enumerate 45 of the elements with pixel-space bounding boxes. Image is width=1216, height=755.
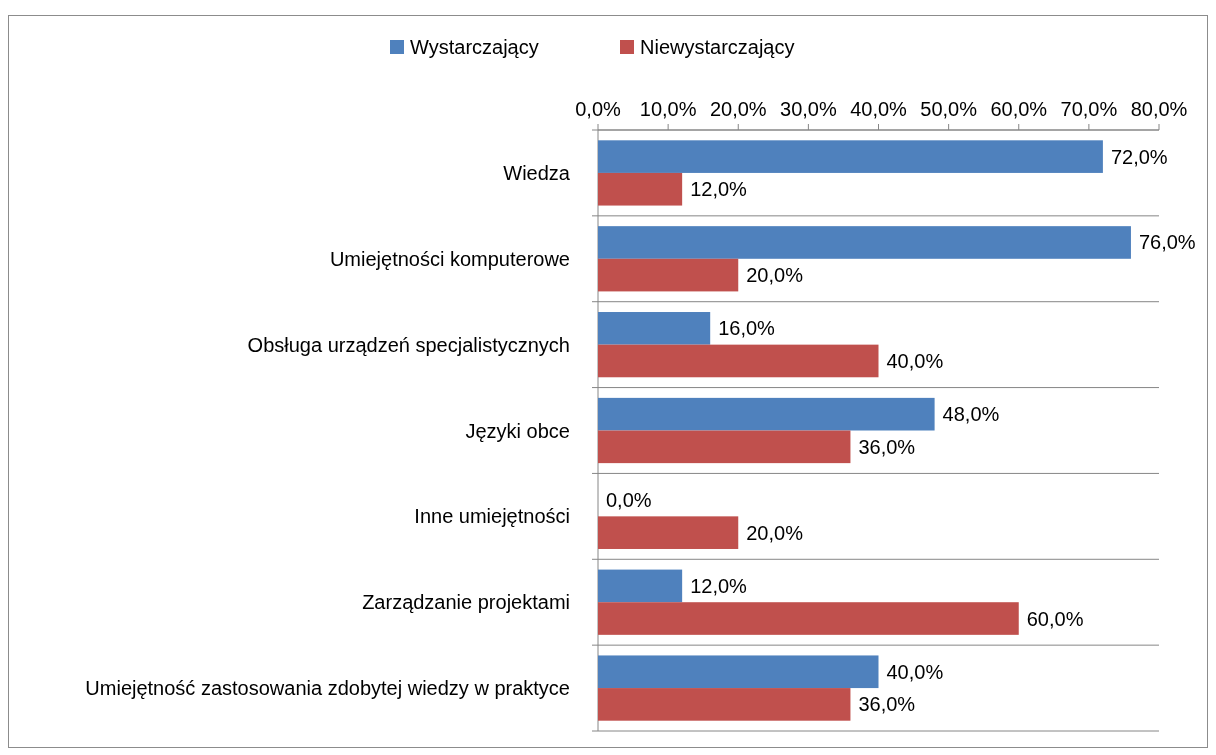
bar (598, 226, 1131, 259)
x-tick-label: 60,0% (990, 98, 1048, 120)
x-tick-label: 40,0% (850, 98, 908, 120)
x-tick-label: 20,0% (709, 98, 767, 120)
data-label: 40,0% (886, 660, 944, 683)
data-label: 0,0% (606, 489, 652, 512)
y-tick-label: Zarządzanie projektami (362, 591, 570, 614)
y-tick-label: Języki obce (465, 419, 570, 442)
y-tick-label: Wiedza (503, 161, 571, 184)
data-label: 72,0% (1110, 145, 1168, 168)
data-label: 40,0% (886, 349, 944, 372)
data-label: 16,0% (718, 317, 776, 340)
bar (598, 172, 683, 206)
bar (598, 140, 1103, 173)
bar (598, 258, 739, 292)
x-tick-label: 0,0% (575, 98, 622, 120)
bar (598, 569, 683, 603)
y-tick-label: Inne umiejętności (414, 505, 570, 528)
data-label: 48,0% (942, 403, 1000, 426)
x-tick-label: 50,0% (920, 98, 978, 120)
legend-label: Wystarczający (410, 36, 539, 58)
bar (598, 655, 879, 689)
bar (598, 312, 711, 345)
y-tick-label: Obsługa urządzeń specjalistycznych (247, 333, 570, 356)
y-tick-label: Umiejętności komputerowe (329, 247, 570, 270)
data-label: 76,0% (1138, 231, 1196, 254)
bar (598, 344, 879, 378)
data-label: 60,0% (1026, 607, 1084, 630)
bar (598, 397, 935, 431)
legend-label: Niewystarczający (640, 36, 795, 58)
y-tick-label: Umiejętność zastosowania zdobytej wiedzy w praktyce (85, 677, 570, 700)
bar (598, 688, 851, 721)
bar (598, 602, 1019, 635)
data-label: 20,0% (746, 264, 804, 287)
data-label: 20,0% (746, 521, 804, 544)
data-label: 36,0% (858, 435, 916, 458)
bar (598, 430, 851, 464)
x-tick-label: 30,0% (780, 98, 837, 120)
x-tick-label: 70,0% (1060, 98, 1118, 120)
data-label: 12,0% (690, 574, 748, 597)
data-label: 36,0% (858, 693, 916, 716)
data-label: 12,0% (690, 178, 748, 201)
x-tick-label: 80,0% (1130, 98, 1188, 120)
bar (598, 516, 739, 549)
x-tick-label: 10,0% (639, 98, 697, 120)
